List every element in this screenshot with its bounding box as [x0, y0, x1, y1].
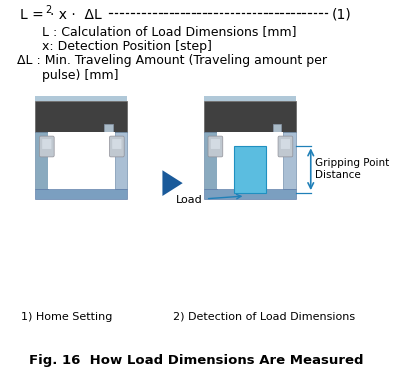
Bar — [35, 101, 128, 132]
Text: Fig. 16  How Load Dimensions Are Measured: Fig. 16 How Load Dimensions Are Measured — [29, 354, 364, 367]
Text: 2: 2 — [46, 5, 52, 15]
Bar — [48, 132, 114, 189]
Polygon shape — [162, 170, 183, 196]
Bar — [204, 101, 296, 132]
Bar — [104, 124, 113, 132]
Bar — [204, 96, 296, 101]
Text: x: Detection Position [step]: x: Detection Position [step] — [42, 40, 212, 53]
Bar — [114, 132, 128, 189]
FancyBboxPatch shape — [208, 136, 223, 157]
Bar — [35, 189, 128, 199]
Text: L : Calculation of Load Dimensions [mm]: L : Calculation of Load Dimensions [mm] — [42, 25, 296, 38]
Bar — [204, 132, 217, 189]
Bar — [217, 132, 283, 189]
Bar — [35, 132, 48, 189]
Text: 1) Home Setting: 1) Home Setting — [22, 312, 113, 322]
Bar — [234, 145, 266, 193]
Text: pulse) [mm]: pulse) [mm] — [42, 69, 118, 82]
FancyBboxPatch shape — [110, 136, 124, 157]
Bar — [273, 124, 281, 132]
FancyBboxPatch shape — [281, 139, 290, 149]
FancyBboxPatch shape — [278, 136, 293, 157]
FancyBboxPatch shape — [211, 139, 220, 149]
Text: · x ·  ΔL: · x · ΔL — [50, 8, 102, 22]
Bar — [283, 132, 296, 189]
FancyBboxPatch shape — [42, 139, 52, 149]
Text: Load: Load — [176, 194, 241, 205]
Bar — [35, 96, 128, 101]
Text: (1): (1) — [332, 8, 352, 22]
FancyBboxPatch shape — [40, 136, 54, 157]
Text: Gripping Point
Distance: Gripping Point Distance — [315, 158, 390, 180]
Text: L =: L = — [20, 8, 48, 22]
Text: ΔL : Min. Traveling Amount (Traveling amount per: ΔL : Min. Traveling Amount (Traveling am… — [17, 54, 327, 67]
FancyBboxPatch shape — [112, 139, 122, 149]
Bar — [204, 189, 296, 199]
Text: 2) Detection of Load Dimensions: 2) Detection of Load Dimensions — [174, 312, 356, 322]
